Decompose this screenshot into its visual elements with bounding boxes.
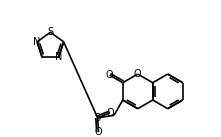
Text: N: N [33, 37, 41, 47]
Text: O: O [95, 127, 102, 137]
Text: O: O [106, 108, 114, 118]
Text: O: O [134, 69, 142, 79]
Text: O: O [106, 70, 113, 80]
Text: S: S [47, 27, 53, 37]
Text: S: S [95, 113, 101, 123]
Text: N: N [55, 52, 62, 62]
